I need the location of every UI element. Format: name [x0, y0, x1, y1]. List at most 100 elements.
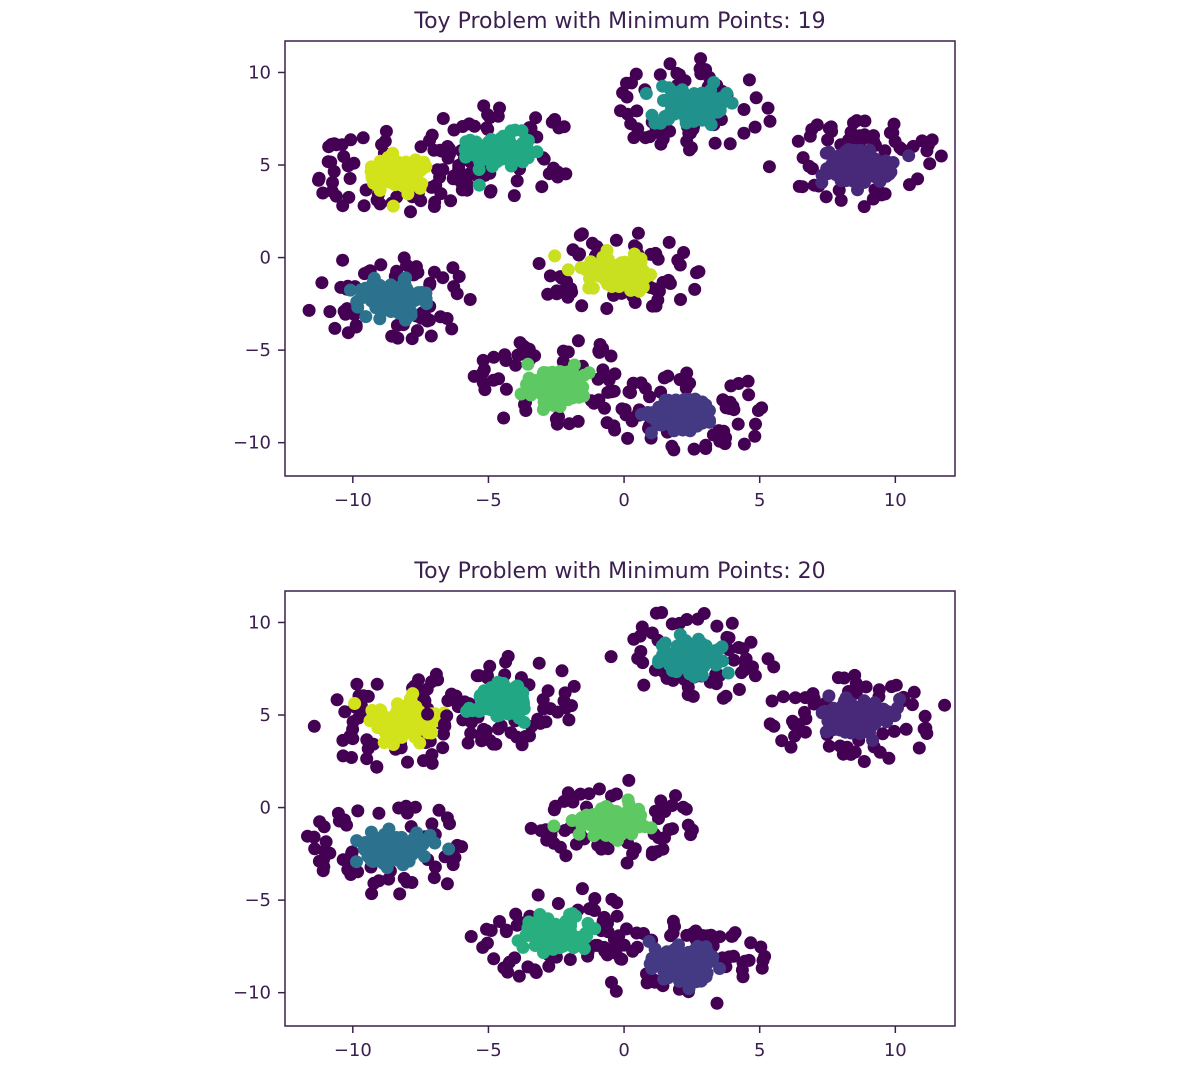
noise-point — [663, 57, 677, 71]
noise-point — [648, 804, 662, 818]
cluster-point — [848, 708, 861, 722]
cluster-point — [483, 687, 497, 700]
noise-point — [421, 707, 435, 721]
cluster-point — [600, 814, 614, 828]
noise-point — [432, 803, 446, 817]
noise-point — [744, 936, 758, 950]
cluster-point — [478, 148, 492, 162]
cluster-point — [699, 398, 713, 412]
noise-point — [631, 226, 645, 240]
noise-point — [798, 725, 812, 739]
cluster-point — [569, 909, 583, 923]
cluster-point — [679, 116, 693, 130]
noise-point — [445, 322, 459, 336]
cluster-point — [409, 170, 423, 184]
noise-point — [620, 90, 634, 104]
cluster-point — [370, 707, 383, 721]
cluster-point — [547, 819, 561, 833]
cluster-point — [472, 163, 486, 176]
points-layer — [302, 52, 948, 457]
noise-point — [717, 424, 731, 438]
noise-point — [819, 190, 833, 204]
cluster-point — [397, 288, 411, 302]
noise-point — [507, 189, 521, 203]
cluster-point — [687, 87, 701, 101]
noise-point — [635, 620, 649, 634]
noise-point — [542, 959, 556, 973]
noise-point — [336, 749, 350, 763]
noise-point — [478, 383, 492, 397]
noise-point — [619, 408, 633, 422]
noise-point — [463, 293, 477, 306]
cluster-point — [361, 849, 375, 863]
noise-point — [649, 246, 662, 260]
cluster-point — [502, 688, 516, 702]
noise-point — [499, 655, 513, 669]
noise-point — [347, 156, 361, 170]
noise-point — [669, 789, 682, 803]
noise-point — [472, 669, 486, 683]
cluster-point — [636, 280, 650, 294]
noise-point — [450, 287, 464, 301]
noise-point — [592, 344, 606, 358]
noise-point — [510, 730, 524, 744]
noise-point — [425, 180, 439, 194]
cluster-point — [658, 409, 672, 423]
cluster-point — [537, 946, 550, 960]
noise-point — [557, 120, 571, 134]
noise-point — [662, 235, 676, 249]
noise-point — [302, 303, 316, 317]
noise-point — [484, 184, 498, 198]
noise-point — [696, 929, 710, 943]
noise-point — [440, 709, 454, 723]
noise-point — [532, 257, 546, 270]
noise-point — [775, 734, 789, 748]
noise-point — [803, 129, 817, 143]
noise-point — [882, 751, 896, 765]
noise-point — [558, 824, 572, 837]
cluster-point — [423, 828, 437, 842]
cluster-point — [386, 199, 400, 213]
noise-point — [609, 787, 623, 801]
noise-point — [833, 739, 847, 753]
noise-point — [938, 698, 952, 712]
noise-point — [609, 984, 623, 998]
cluster-point — [627, 813, 641, 827]
noise-point — [796, 180, 809, 194]
cluster-point — [395, 848, 409, 862]
cluster-point — [462, 701, 476, 715]
cluster-point — [669, 962, 682, 976]
noise-point — [725, 616, 739, 630]
noise-point — [627, 131, 641, 145]
cluster-point — [380, 860, 394, 874]
noise-point — [323, 305, 337, 319]
noise-point — [497, 411, 511, 425]
noise-point — [374, 258, 388, 272]
cluster-point — [504, 152, 518, 166]
y-tick-label: −5 — [244, 340, 271, 361]
noise-point — [440, 877, 454, 891]
x-tick-label: −10 — [334, 1040, 372, 1061]
noise-point — [667, 443, 681, 457]
noise-point — [788, 691, 802, 705]
noise-point — [776, 690, 790, 704]
x-tick-label: 10 — [884, 490, 907, 511]
noise-point — [349, 320, 363, 334]
cluster-point — [398, 276, 412, 290]
cluster-point — [373, 312, 387, 326]
cluster-point — [409, 843, 423, 857]
cluster-point — [837, 715, 851, 729]
noise-point — [912, 741, 926, 755]
noise-point — [761, 652, 775, 666]
noise-point — [509, 907, 523, 921]
noise-point — [654, 794, 668, 808]
cluster-point — [621, 793, 635, 807]
noise-point — [645, 626, 659, 640]
noise-point — [438, 719, 452, 733]
noise-point — [915, 134, 929, 148]
noise-point — [562, 713, 576, 727]
noise-point — [350, 677, 364, 691]
noise-point — [317, 853, 330, 867]
cluster-point — [409, 706, 423, 720]
noise-point — [401, 755, 414, 769]
